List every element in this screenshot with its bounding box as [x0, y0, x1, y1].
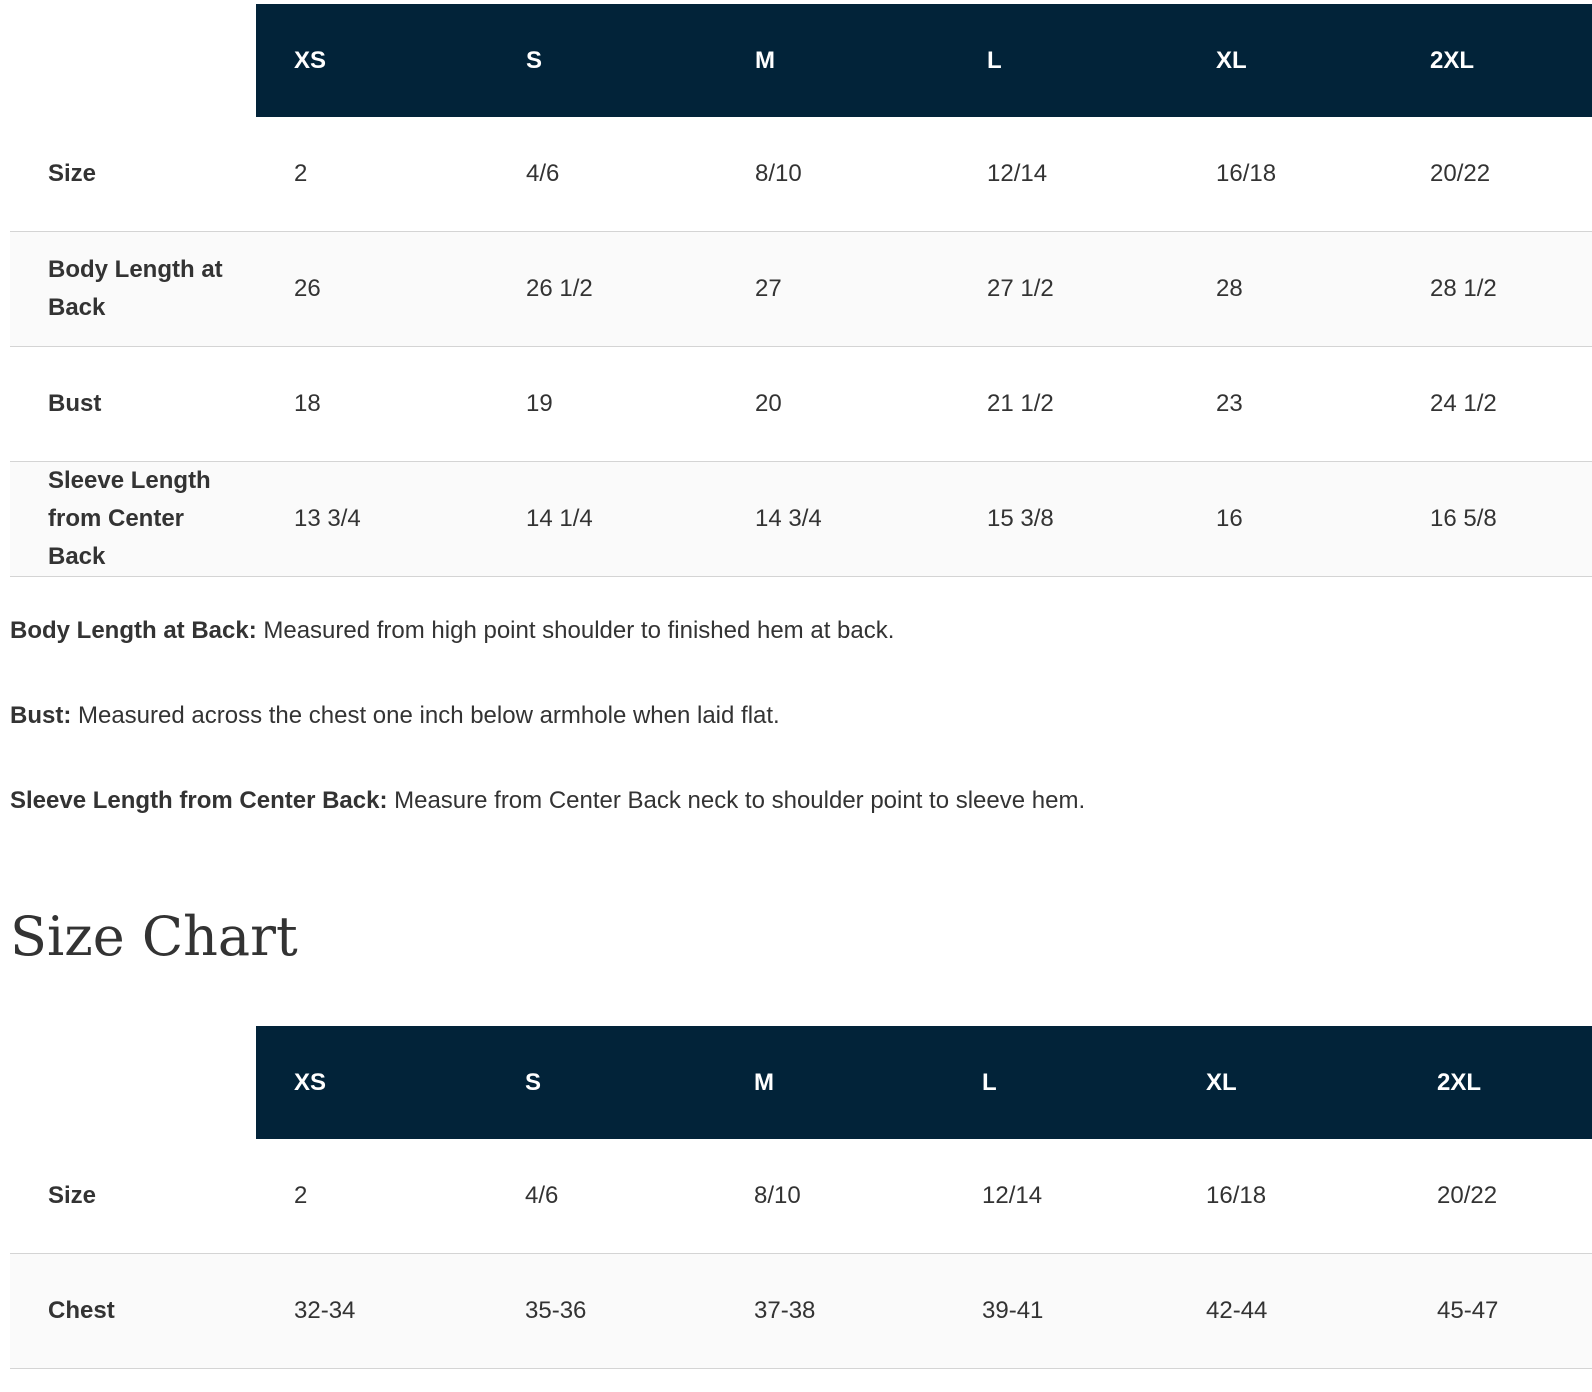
col-header: XS [256, 4, 488, 117]
table-row: Size 2 4/6 8/10 12/14 16/18 20/22 [10, 1139, 1592, 1254]
header-row: XS S M L XL 2XL [10, 4, 1592, 117]
row-label: Body Length at Back [10, 231, 256, 347]
col-header: XS [256, 1026, 487, 1139]
table-cell: 20/22 [1399, 1139, 1592, 1254]
table-cell: 4/6 [488, 117, 717, 232]
table-cell: 20 [717, 346, 949, 462]
header-blank [10, 4, 256, 117]
table-cell: 39-41 [944, 1253, 1168, 1369]
table-cell: 16/18 [1168, 1139, 1399, 1254]
measurements-table: XS S M L XL 2XL Size 2 4/6 8/10 12/14 16/18 20… [10, 4, 1592, 577]
row-label: Chest [10, 1253, 256, 1369]
table-cell: 28 1/2 [1392, 231, 1592, 347]
col-header: L [949, 4, 1178, 117]
table-row: Body Length at Back 26 26 1/2 27 27 1/2 28 28 … [10, 231, 1592, 347]
note-text: Measured across the chest one inch below… [71, 702, 780, 729]
table-cell: 26 [256, 231, 488, 347]
note-text: Measured from high point shoulder to fin… [256, 617, 895, 644]
size-chart-table: XS S M L XL 2XL Size 2 4/6 8/10 12/14 16/18 20… [10, 1026, 1592, 1369]
note-sleeve-length: Sleeve Length from Center Back: Measure … [10, 787, 1085, 815]
table-cell: 37-38 [716, 1253, 944, 1369]
header-blank [10, 1026, 256, 1139]
table-cell: 14 3/4 [717, 461, 949, 577]
table-cell: 18 [256, 346, 488, 462]
table-cell: 20/22 [1392, 117, 1592, 232]
col-header: 2XL [1399, 1026, 1592, 1139]
table-cell: 16 5/8 [1392, 461, 1592, 577]
table-cell: 14 1/4 [488, 461, 717, 577]
note-text: Measure from Center Back neck to shoulde… [387, 787, 1086, 814]
table-cell: 24 1/2 [1392, 346, 1592, 462]
col-header: 2XL [1392, 4, 1592, 117]
table-cell: 2 [256, 1139, 487, 1254]
row-label: Size [10, 1139, 256, 1254]
table-cell: 28 [1178, 231, 1392, 347]
table-cell: 23 [1178, 346, 1392, 462]
table-cell: 15 3/8 [949, 461, 1178, 577]
table-cell: 12/14 [949, 117, 1178, 232]
col-header: L [944, 1026, 1168, 1139]
table-cell: 27 1/2 [949, 231, 1178, 347]
table-cell: 2 [256, 117, 488, 232]
note-term: Body Length at Back: [10, 617, 257, 644]
row-label: Bust [10, 346, 256, 462]
table-cell: 16/18 [1178, 117, 1392, 232]
table-cell: 16 [1178, 461, 1392, 577]
table-row: Size 2 4/6 8/10 12/14 16/18 20/22 [10, 117, 1592, 232]
note-term: Bust: [10, 702, 72, 729]
table-cell: 42-44 [1168, 1253, 1399, 1369]
col-header: XL [1178, 4, 1392, 117]
table-cell: 4/6 [487, 1139, 716, 1254]
table-cell: 13 3/4 [256, 461, 488, 577]
table-cell: 45-47 [1399, 1253, 1592, 1369]
table-cell: 8/10 [716, 1139, 944, 1254]
table-row: Chest 32-34 35-36 37-38 39-41 42-44 45-47 [10, 1253, 1592, 1369]
note-term: Sleeve Length from Center Back: [10, 787, 388, 814]
size-chart-heading: Size Chart [10, 905, 298, 968]
table-row: Bust 18 19 20 21 1/2 23 24 1/2 [10, 346, 1592, 462]
table-cell: 8/10 [717, 117, 949, 232]
col-header: M [717, 4, 949, 117]
table-cell: 21 1/2 [949, 346, 1178, 462]
header-row: XS S M L XL 2XL [10, 1026, 1592, 1139]
note-body-length: Body Length at Back: Measured from high … [10, 617, 894, 645]
table-cell: 26 1/2 [488, 231, 717, 347]
table-cell: 27 [717, 231, 949, 347]
row-label: Sleeve Length from Center Back [10, 461, 256, 577]
col-header: S [488, 4, 717, 117]
col-header: M [716, 1026, 944, 1139]
col-header: S [487, 1026, 716, 1139]
row-label: Size [10, 117, 256, 232]
table-cell: 12/14 [944, 1139, 1168, 1254]
table-row: Sleeve Length from Center Back 13 3/4 14 1… [10, 461, 1592, 577]
table-cell: 35-36 [487, 1253, 716, 1369]
table-cell: 32-34 [256, 1253, 487, 1369]
col-header: XL [1168, 1026, 1399, 1139]
note-bust: Bust: Measured across the chest one inch… [10, 702, 780, 730]
table-cell: 19 [488, 346, 717, 462]
